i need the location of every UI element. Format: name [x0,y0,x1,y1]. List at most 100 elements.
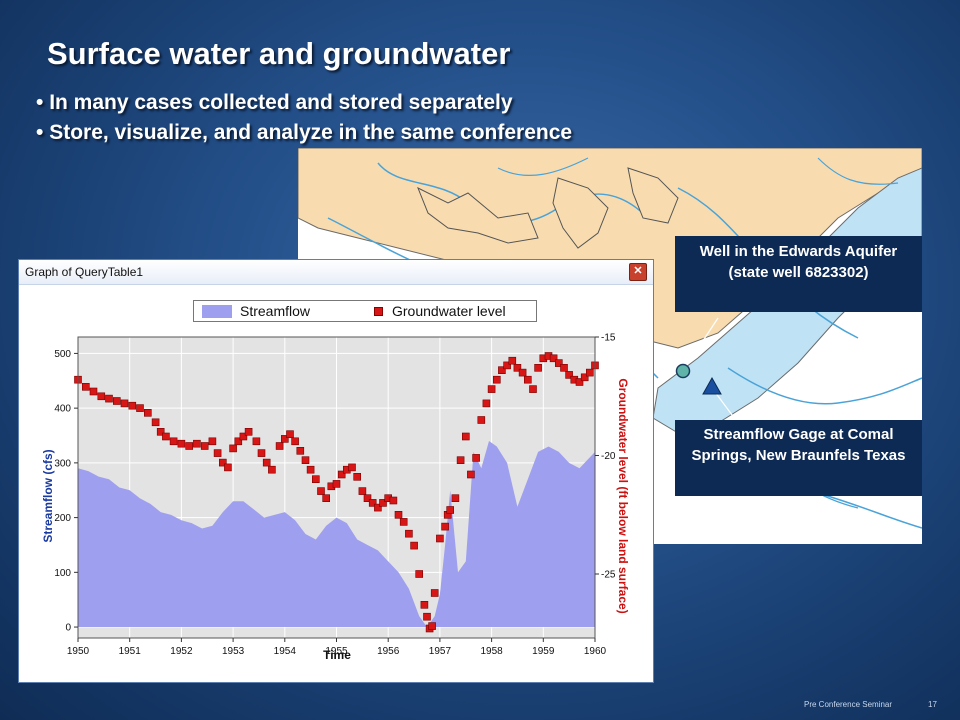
groundwater-point [498,366,506,374]
groundwater-point [280,435,289,443]
x-tick-label: 1956 [377,646,400,657]
y-tick-label-left: 0 [65,623,71,634]
legend-label-groundwater: Groundwater level [392,303,506,319]
bullet-list: In many cases collected and stored separ… [36,88,572,148]
streamflow-area [78,441,595,628]
groundwater-point [169,437,178,446]
groundwater-point [451,494,460,502]
groundwater-point [213,449,222,457]
groundwater-point [446,506,455,514]
groundwater-point [472,454,480,462]
groundwater-point [200,442,209,450]
groundwater-point [348,463,356,472]
groundwater-point [428,622,436,630]
close-icon[interactable]: ✕ [629,263,647,281]
gage-callout: Streamflow Gage at Comal Springs, New Br… [675,420,922,496]
groundwater-point [105,394,113,403]
groundwater-point [368,499,377,507]
slide-title: Surface water and groundwater [47,36,511,71]
groundwater-point [229,444,237,453]
y-tick-label-right: -25 [601,570,616,581]
groundwater-point [441,522,449,531]
graph-window: Graph of QueryTable1 ✕ Streamflow Ground… [18,259,654,683]
bullet-item: Store, visualize, and analyze in the sam… [36,118,572,148]
groundwater-point [224,463,232,472]
x-tick-label: 1950 [67,646,90,657]
y-tick-label-left: 300 [54,458,71,469]
legend-swatch-groundwater [374,307,383,316]
groundwater-point [301,456,310,464]
y-tick-label-left: 400 [54,404,71,415]
groundwater-point [456,456,465,464]
groundwater-point [244,428,253,436]
groundwater-point [252,437,261,446]
x-tick-label: 1958 [480,646,503,657]
well-callout: Well in the Edwards Aquifer (state well … [675,236,922,312]
groundwater-point [268,465,276,474]
groundwater-point [389,496,398,505]
groundwater-point [234,437,243,446]
groundwater-point [120,399,129,408]
groundwater-point [513,364,522,372]
x-tick-label: 1960 [584,646,607,657]
x-tick-label: 1955 [325,646,348,657]
groundwater-point [523,375,532,384]
groundwater-point [322,494,331,502]
footer-label: Pre Conference Seminar [804,700,893,709]
y-tick-label-left: 500 [54,349,71,360]
groundwater-point [492,375,501,384]
groundwater-point [503,361,511,370]
x-axis-label: Time [323,648,351,662]
groundwater-point [89,387,98,396]
groundwater-point [262,458,271,467]
groundwater-point [477,416,486,424]
legend-label-streamflow: Streamflow [240,303,311,319]
window-title-bar[interactable]: Graph of QueryTable1 ✕ [19,260,653,285]
groundwater-point [296,447,305,455]
groundwater-point [529,385,537,393]
groundwater-point [487,385,496,393]
groundwater-point [415,570,424,578]
groundwater-point [185,442,193,450]
groundwater-point [394,511,403,519]
groundwater-point [585,368,594,377]
groundwater-point [156,428,165,436]
bullet-item: In many cases collected and stored separ… [36,88,572,118]
groundwater-point [430,589,439,597]
groundwater-point [144,409,152,417]
groundwater-point [275,442,284,450]
groundwater-point [580,373,589,382]
groundwater-point [128,401,137,410]
groundwater-point [286,430,294,438]
groundwater-point [410,541,418,550]
groundwater-point [549,354,558,363]
groundwater-point [337,470,346,479]
groundwater-point [113,397,121,405]
groundwater-point [353,473,362,481]
groundwater-point [311,475,320,483]
groundwater-point [518,368,527,377]
groundwater-point [423,612,431,621]
groundwater-point [162,432,170,441]
groundwater-point [177,439,186,448]
x-tick-label: 1952 [170,646,193,657]
groundwater-point [575,378,584,386]
groundwater-point [560,364,568,372]
y-tick-label-left: 200 [54,513,71,524]
groundwater-point [193,439,201,448]
groundwater-point [257,449,266,457]
chart-svg: 1950 1951 1952 1953 1954 1955 1956 1957 1958 1959… [41,333,630,663]
groundwater-point [358,487,367,495]
groundwater-point [363,494,372,502]
window-title: Graph of QueryTable1 [25,265,144,279]
groundwater-point [534,364,542,372]
x-tick-label: 1953 [222,646,245,657]
groundwater-point [405,529,413,538]
groundwater-point [565,371,573,379]
y-axis-label-right: Groundwater level (ft below land surface… [616,378,630,613]
legend-swatch-streamflow [202,305,232,318]
groundwater-point [420,600,429,609]
groundwater-point [508,356,517,365]
x-tick-label: 1959 [532,646,555,657]
gage-marker [702,376,722,395]
